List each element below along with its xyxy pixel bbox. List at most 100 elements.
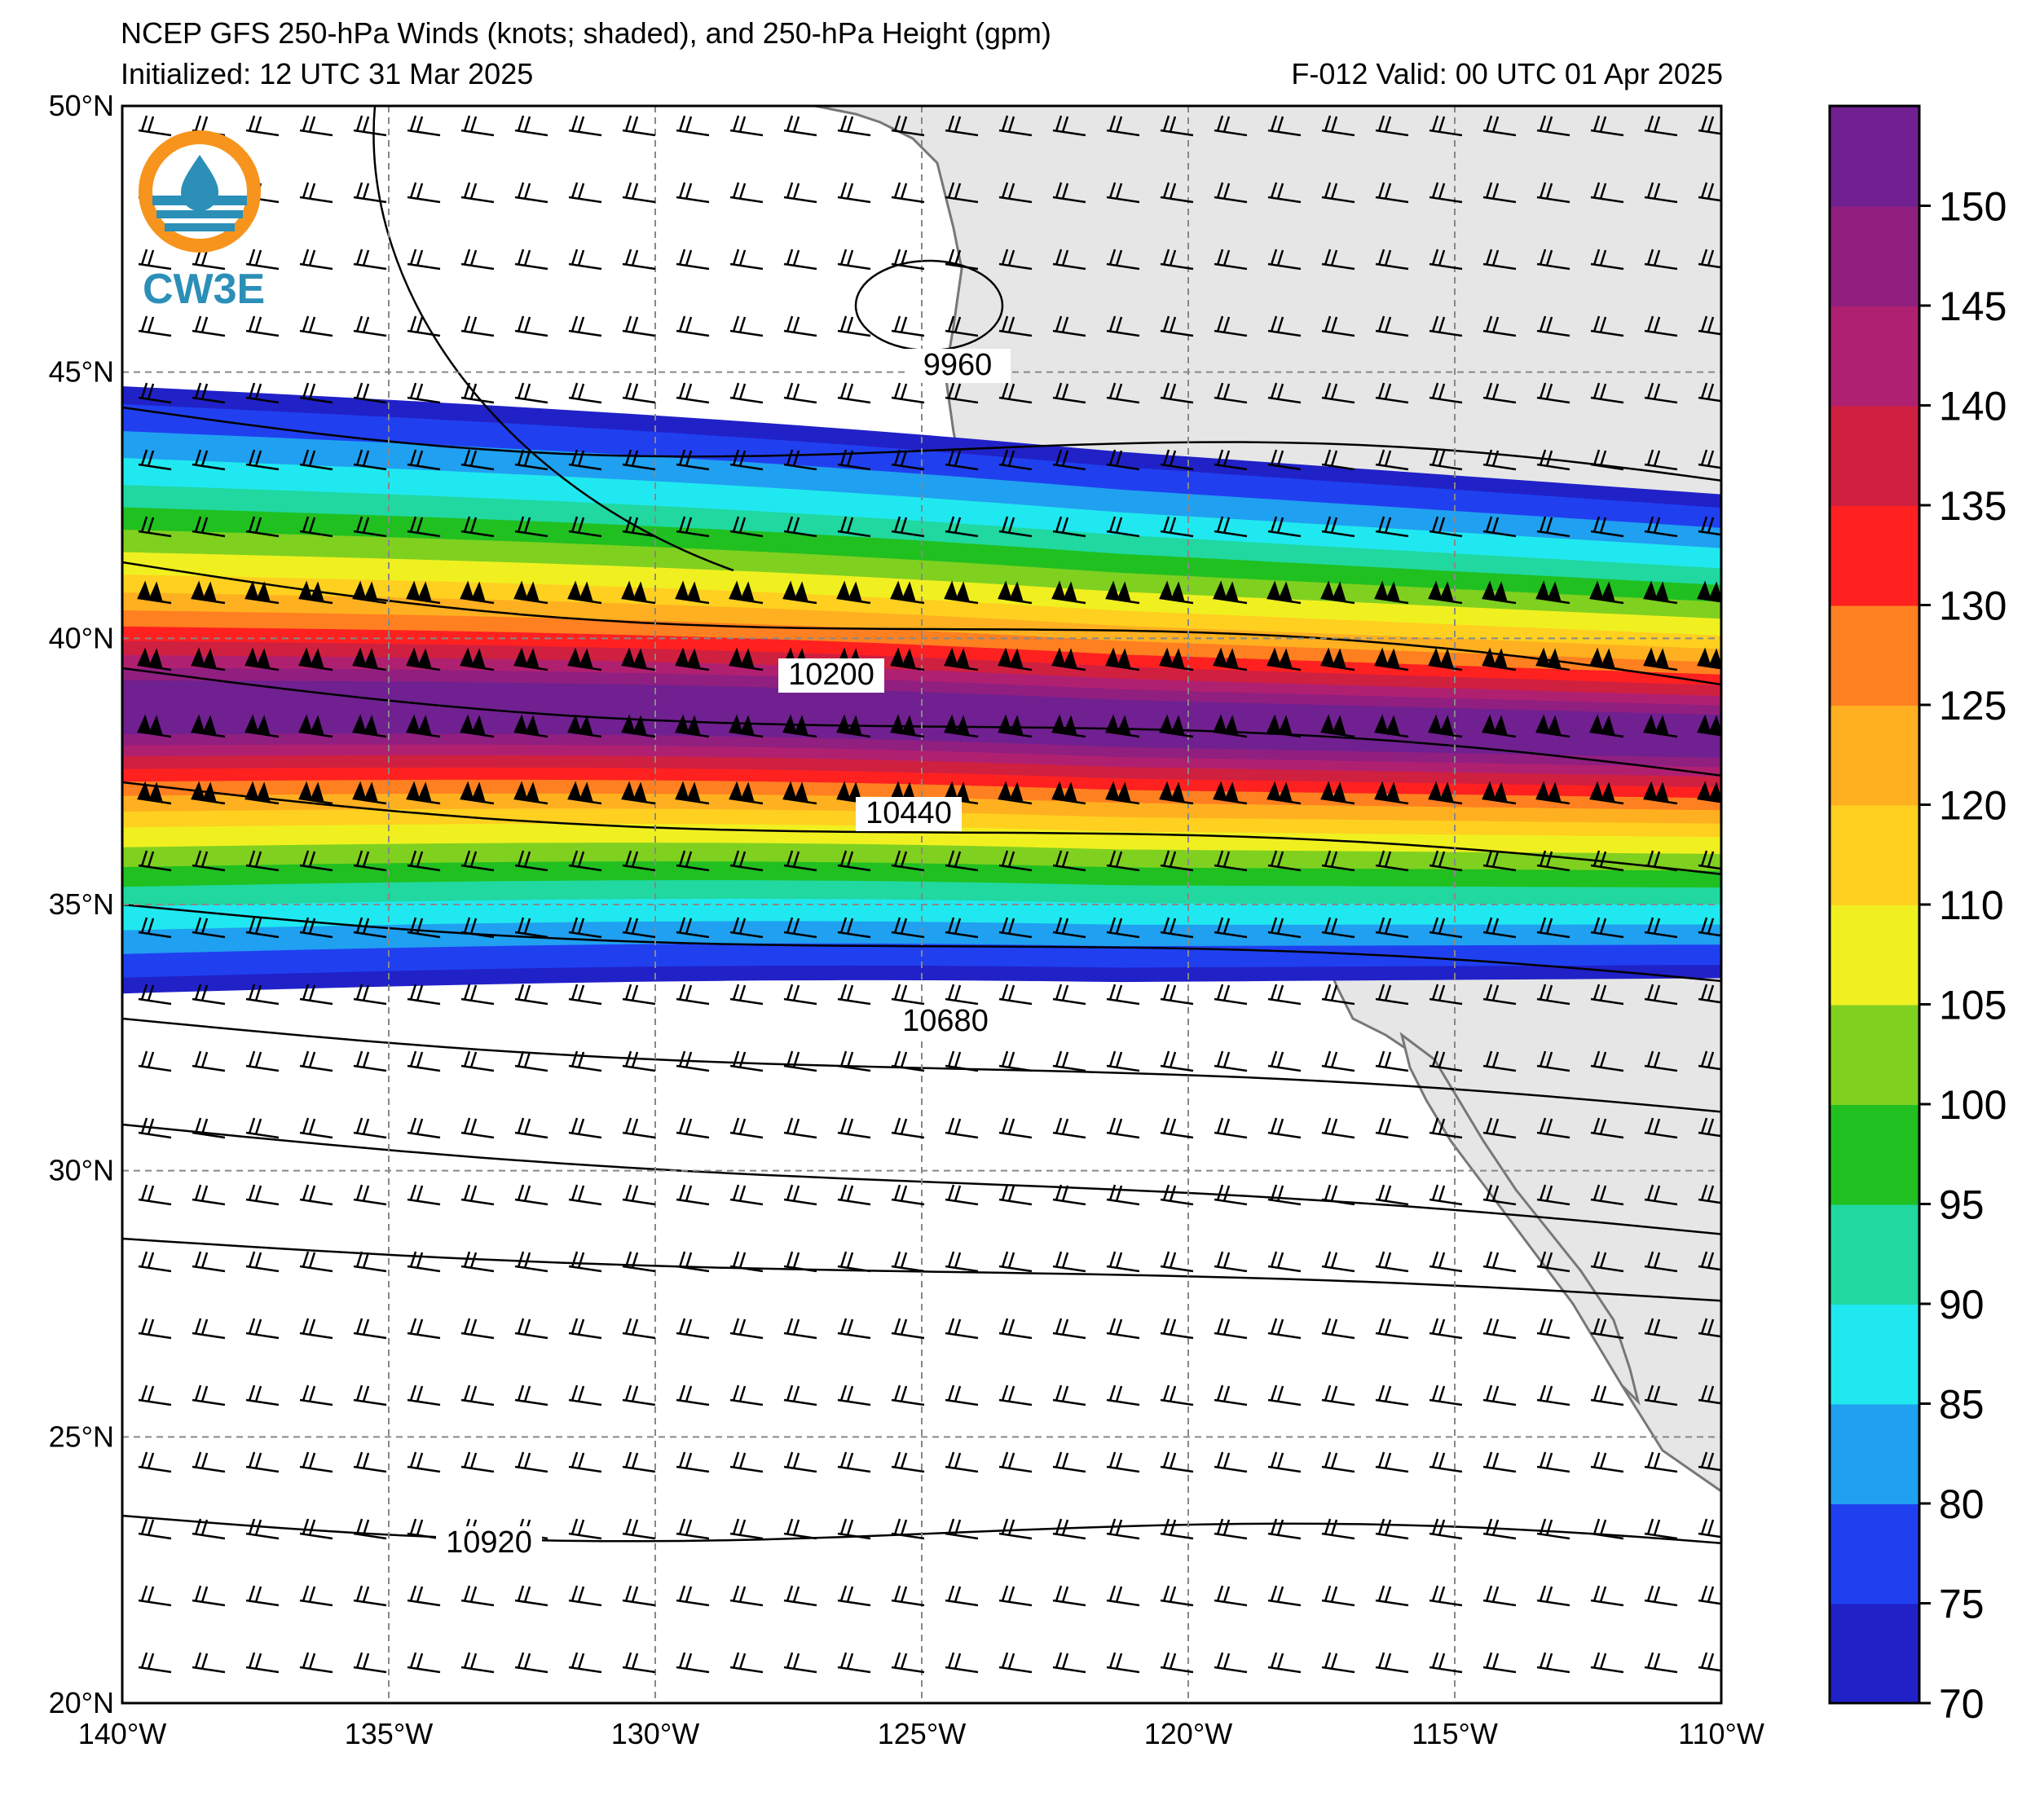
wind-barb — [622, 249, 656, 271]
wind-barb — [676, 1518, 710, 1540]
wind-barb — [1266, 781, 1302, 805]
wind-barb — [1644, 850, 1678, 872]
wind-barb — [567, 714, 602, 738]
wind-barb — [1535, 714, 1570, 738]
cw3e-logo-icon: CW3E — [139, 130, 265, 313]
wind-barb — [998, 850, 1033, 872]
wind-barb — [1267, 315, 1302, 337]
wind-barb — [783, 917, 817, 939]
wind-barb — [1482, 850, 1517, 872]
wind-barb — [1429, 1117, 1463, 1139]
wind-barb — [192, 984, 226, 1006]
wind-barb — [568, 1384, 602, 1406]
wind-barb — [1267, 1652, 1302, 1674]
wind-barb — [137, 714, 172, 738]
wind-barb — [1160, 1184, 1194, 1206]
wind-barb — [622, 1451, 656, 1473]
wind-barb — [1160, 850, 1194, 872]
wind-barb — [1321, 1251, 1355, 1273]
wind-barb — [138, 516, 172, 538]
wind-barb — [460, 1585, 495, 1607]
lat-label: 35°N — [49, 887, 114, 921]
wind-barb — [299, 1451, 333, 1473]
wind-barb — [1267, 1518, 1302, 1540]
wind-barb — [1052, 315, 1086, 337]
colorbar-swatch — [1830, 1304, 1919, 1405]
wind-barb — [891, 1117, 925, 1139]
wind-barb — [1267, 917, 1302, 939]
wind-barb — [406, 647, 441, 671]
wind-barb — [998, 115, 1033, 137]
wind-barb — [1213, 647, 1248, 671]
wind-barb — [568, 1117, 602, 1139]
wind-barb — [676, 249, 710, 271]
wind-barb — [353, 1251, 387, 1273]
colorbar-swatch — [1830, 1104, 1919, 1205]
wind-barb — [568, 917, 602, 939]
wind-barb — [138, 115, 172, 137]
wind-barb — [191, 647, 226, 671]
wind-barb — [783, 382, 817, 404]
wind-barb — [998, 1585, 1033, 1607]
wind-barb — [1536, 917, 1570, 939]
wind-barb — [891, 182, 925, 204]
colorbar-swatch — [1830, 705, 1919, 806]
wind-barb — [1106, 315, 1140, 337]
wind-barb — [299, 1318, 333, 1340]
wind-barb — [299, 984, 333, 1006]
wind-barb — [1375, 917, 1409, 939]
wind-barb — [1106, 449, 1140, 471]
wind-barb — [1698, 1384, 1721, 1405]
wind-barb — [1267, 984, 1302, 1006]
wind-barb — [676, 984, 710, 1006]
wind-barb — [1482, 647, 1517, 671]
wind-barb — [1482, 917, 1517, 939]
wind-barb — [299, 315, 333, 337]
wind-barb — [1697, 580, 1721, 603]
wind-barb — [567, 580, 602, 605]
colorbar-swatch — [1830, 1004, 1919, 1105]
wind-barb — [891, 1184, 925, 1206]
wind-barb — [1429, 315, 1463, 337]
wind-barb — [1214, 249, 1248, 271]
wind-barb — [1214, 1585, 1248, 1607]
lon-label: 130°W — [611, 1717, 699, 1750]
wind-barb — [998, 182, 1033, 204]
wind-barb — [1698, 449, 1721, 469]
wind-barb — [460, 1451, 495, 1473]
wind-barb — [1052, 449, 1086, 471]
wind-barb — [1375, 315, 1409, 337]
wind-barb — [1697, 781, 1721, 803]
wind-barb — [622, 1251, 656, 1273]
wind-barb — [891, 516, 925, 538]
colorbar-swatch — [1830, 505, 1919, 606]
wind-barb — [299, 516, 333, 538]
wind-barb — [1698, 1117, 1721, 1138]
wind-barb — [1052, 1117, 1086, 1139]
colorbar-tick-label: 150 — [1939, 184, 2007, 230]
wind-barb — [407, 1451, 441, 1473]
wind-barb — [138, 1251, 172, 1273]
wind-barb — [945, 1050, 979, 1072]
wind-barb — [1429, 1652, 1463, 1674]
wind-barb — [138, 1384, 172, 1406]
wind-barb — [836, 714, 871, 738]
wind-barb — [676, 182, 710, 204]
wind-barb — [676, 315, 710, 337]
wind-barb — [783, 1117, 817, 1139]
wind-barb — [1482, 382, 1517, 404]
wind-barb — [568, 1652, 602, 1674]
colorbar-tick-label: 85 — [1939, 1382, 1985, 1428]
wind-barb — [891, 1318, 925, 1340]
wind-barb — [837, 182, 871, 204]
lat-label: 40°N — [49, 621, 114, 654]
wind-barb — [1482, 1117, 1517, 1139]
wind-barb — [1375, 382, 1409, 404]
wind-barb — [1106, 382, 1140, 404]
wind-barb — [192, 1518, 226, 1540]
colorbar-tick-label: 135 — [1939, 483, 2007, 529]
contour-label-bg — [892, 1005, 998, 1039]
wind-barb — [1267, 1451, 1302, 1473]
wind-barb — [1374, 580, 1409, 605]
wind-barb — [998, 1184, 1033, 1206]
